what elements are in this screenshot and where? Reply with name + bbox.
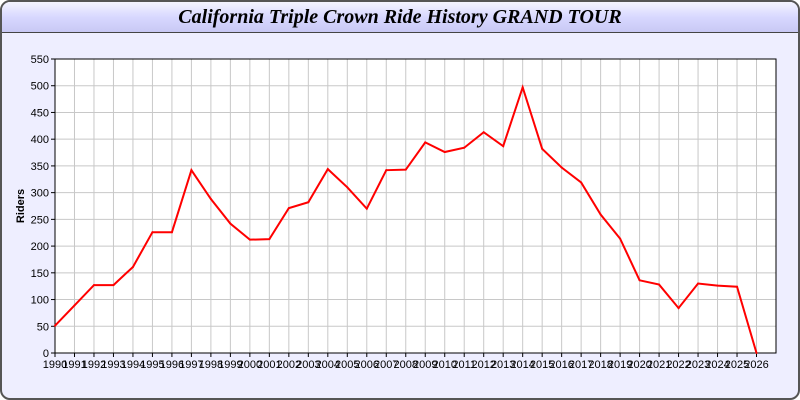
data-point xyxy=(482,131,485,134)
chart-title: California Triple Crown Ride History GRA… xyxy=(178,6,622,28)
y-tick-label: 300 xyxy=(31,188,49,200)
x-tick-label: 2016 xyxy=(549,359,573,371)
x-tick-label: 2026 xyxy=(744,359,768,371)
data-point xyxy=(755,352,758,354)
x-tick-label: 2013 xyxy=(491,359,515,371)
data-point xyxy=(541,147,544,150)
x-tick-label: 1994 xyxy=(121,359,145,371)
x-tick-label: 1992 xyxy=(82,359,106,371)
y-tick-label: 400 xyxy=(31,134,49,146)
data-point xyxy=(54,324,56,327)
data-point xyxy=(658,283,661,286)
y-tick-label: 500 xyxy=(31,81,49,93)
data-point xyxy=(287,207,290,210)
data-point xyxy=(92,284,95,287)
x-tick-label: 2005 xyxy=(335,359,359,371)
x-tick-label: 2006 xyxy=(355,359,379,371)
x-tick-label: 2019 xyxy=(608,359,632,371)
x-tick-label: 2024 xyxy=(705,359,729,371)
y-tick-label: 250 xyxy=(31,214,49,226)
x-tick-label: 2012 xyxy=(471,359,495,371)
data-point xyxy=(365,207,368,210)
x-tick-label: 2002 xyxy=(277,359,301,371)
data-point xyxy=(736,285,739,288)
x-tick-label: 2022 xyxy=(666,359,690,371)
x-tick-label: 1991 xyxy=(62,359,86,371)
data-point xyxy=(268,238,271,241)
data-point xyxy=(326,168,329,171)
data-point xyxy=(599,213,602,216)
data-point xyxy=(677,307,680,310)
y-tick-label: 450 xyxy=(31,107,49,119)
x-tick-label: 2011 xyxy=(452,359,476,371)
data-point xyxy=(463,146,466,149)
x-tick-label: 1996 xyxy=(160,359,184,371)
data-point xyxy=(638,279,641,282)
x-tick-label: 2001 xyxy=(257,359,281,371)
x-tick-label: 2000 xyxy=(238,359,262,371)
x-tick-label: 1999 xyxy=(218,359,242,371)
data-point xyxy=(229,222,232,225)
x-tick-label: 1998 xyxy=(199,359,223,371)
y-tick-label: 200 xyxy=(31,241,49,253)
x-tick-label: 2023 xyxy=(686,359,710,371)
x-tick-label: 1990 xyxy=(43,359,67,371)
x-tick-label: 1995 xyxy=(140,359,164,371)
x-tick-label: 2003 xyxy=(296,359,320,371)
data-point xyxy=(580,181,583,184)
y-tick-label: 150 xyxy=(31,268,49,280)
plot-area xyxy=(55,59,776,353)
data-point xyxy=(248,238,251,241)
x-tick-label: 2025 xyxy=(725,359,749,371)
data-point xyxy=(170,231,173,234)
data-point xyxy=(697,282,700,285)
data-point xyxy=(404,168,407,171)
data-point xyxy=(560,166,563,169)
x-tick-label: 1993 xyxy=(101,359,125,371)
title-bar: California Triple Crown Ride History GRA… xyxy=(2,2,798,33)
x-tick-label: 1997 xyxy=(179,359,203,371)
x-tick-label: 2004 xyxy=(316,359,340,371)
data-point xyxy=(521,86,524,89)
x-tick-label: 2007 xyxy=(374,359,398,371)
x-tick-label: 2009 xyxy=(413,359,437,371)
x-tick-label: 2021 xyxy=(647,359,671,371)
x-tick-label: 2014 xyxy=(510,359,534,371)
x-tick-label: 2020 xyxy=(627,359,651,371)
y-tick-label: 50 xyxy=(37,321,49,333)
x-tick-label: 2015 xyxy=(530,359,554,371)
y-axis-label: Riders xyxy=(15,189,27,223)
data-point xyxy=(346,186,349,189)
y-tick-label: 350 xyxy=(31,161,49,173)
data-point xyxy=(619,237,622,240)
data-point xyxy=(112,284,115,287)
data-point xyxy=(502,145,505,148)
plot-border xyxy=(54,58,777,354)
data-point xyxy=(307,201,310,204)
x-tick-label: 2008 xyxy=(394,359,418,371)
y-tick-label: 550 xyxy=(31,54,49,66)
data-point xyxy=(716,284,719,287)
data-point xyxy=(190,169,193,172)
data-point xyxy=(443,151,446,154)
x-tick-label: 2010 xyxy=(432,359,456,371)
data-point xyxy=(385,169,388,172)
x-tick-label: 2018 xyxy=(588,359,612,371)
data-point xyxy=(209,198,212,201)
y-tick-label: 100 xyxy=(31,295,49,307)
data-point xyxy=(151,231,154,234)
data-point xyxy=(73,304,76,307)
data-point xyxy=(424,141,427,144)
data-point xyxy=(131,265,134,268)
y-tick-label: 0 xyxy=(43,348,49,360)
x-tick-label: 2017 xyxy=(569,359,593,371)
